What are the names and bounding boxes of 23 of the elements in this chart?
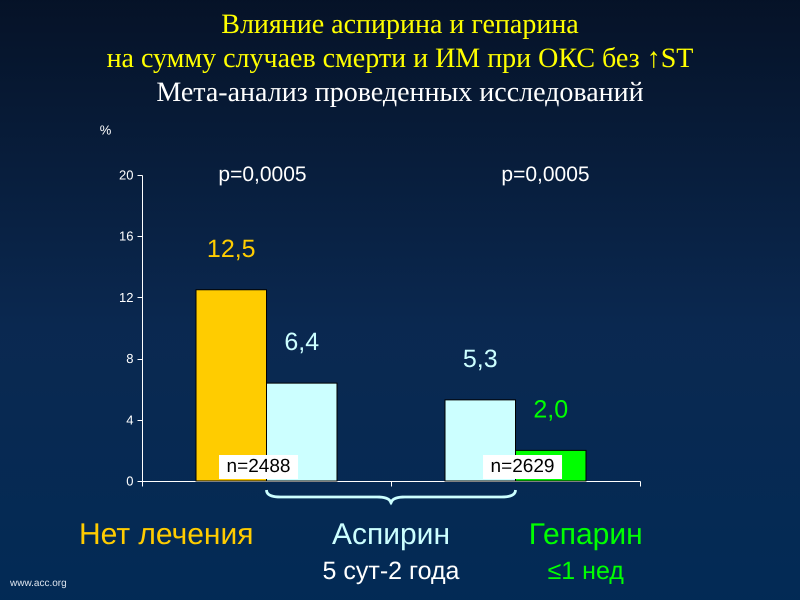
series-label: Аспирин	[332, 518, 450, 552]
text: ≤1 нед	[548, 557, 624, 585]
annotation: n=2488	[218, 455, 298, 479]
annotation: n=2629	[482, 455, 562, 479]
y-axis-title: %	[100, 122, 112, 138]
y-tick-label: 16	[119, 228, 134, 244]
annotation: p=0,0005	[501, 163, 590, 187]
y-tick-label: 4	[126, 412, 134, 428]
text: 5 сут-2 года	[322, 557, 460, 585]
y-tick-label: 8	[126, 351, 134, 366]
data-label: 5,3	[462, 344, 498, 373]
text: www.acc.org	[10, 578, 67, 590]
data-label: 2,0	[533, 395, 568, 424]
chart-subtitle: Мета-анализ проведенных исследований	[155, 76, 645, 110]
data-label: 6,4	[284, 328, 320, 356]
y-tick-label: 20	[119, 168, 134, 182]
series-label: Гепарин	[528, 518, 643, 552]
data-label: 12,5	[206, 234, 256, 263]
annotation: p=0,0005	[218, 163, 307, 187]
chart-title: Влияние аспирина и гепарина на сумму случаев смерти и ИМ при ОКС без ↑ST	[106, 8, 694, 76]
y-tick-label: 12	[119, 290, 134, 305]
series-label: Нет лечения	[78, 518, 254, 552]
y-tick-label: 0	[126, 474, 134, 488]
